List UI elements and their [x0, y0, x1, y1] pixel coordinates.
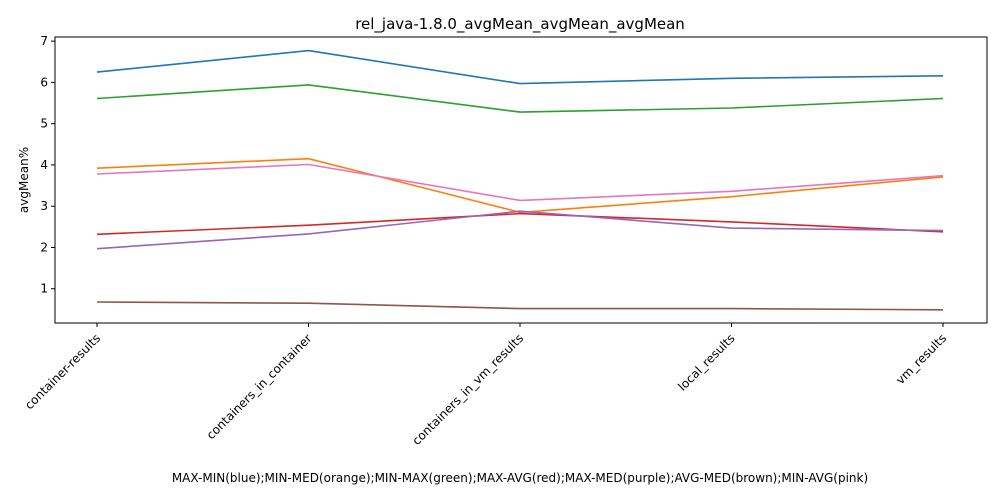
series-line-min-max	[97, 85, 943, 112]
plot-area	[55, 37, 987, 323]
series-layer	[97, 51, 943, 310]
y-axis: 1 2 3 4 5 6 7	[40, 34, 55, 296]
y-tick-label: 5	[40, 117, 48, 131]
x-tick-label: containers_in_container	[204, 331, 315, 442]
y-tick-label: 7	[40, 34, 48, 48]
x-tick-label: local_results	[675, 331, 737, 393]
y-tick-label: 2	[40, 240, 48, 254]
series-line-avg-med	[97, 302, 943, 310]
series-line-max-avg	[97, 214, 943, 235]
x-axis: container-results containers_in_container…	[22, 323, 949, 448]
y-tick-label: 3	[40, 199, 48, 213]
x-tick-label: container-results	[22, 331, 103, 412]
chart-title: rel_java-1.8.0_avgMean_avgMean_avgMean	[355, 15, 685, 34]
series-line-max-min	[97, 51, 943, 84]
series-line-max-med	[97, 211, 943, 249]
x-tick-label: containers_in_vm_results	[409, 331, 526, 448]
y-tick-label: 4	[40, 158, 48, 172]
x-axis-label: MAX-MIN(blue);MIN-MED(orange);MIN-MAX(gr…	[172, 471, 868, 485]
series-line-min-avg	[97, 165, 943, 201]
y-axis-label: avgMean%	[17, 147, 31, 213]
y-tick-label: 1	[40, 282, 48, 296]
x-tick-label: vm_results	[893, 331, 949, 387]
y-tick-label: 6	[40, 75, 48, 89]
